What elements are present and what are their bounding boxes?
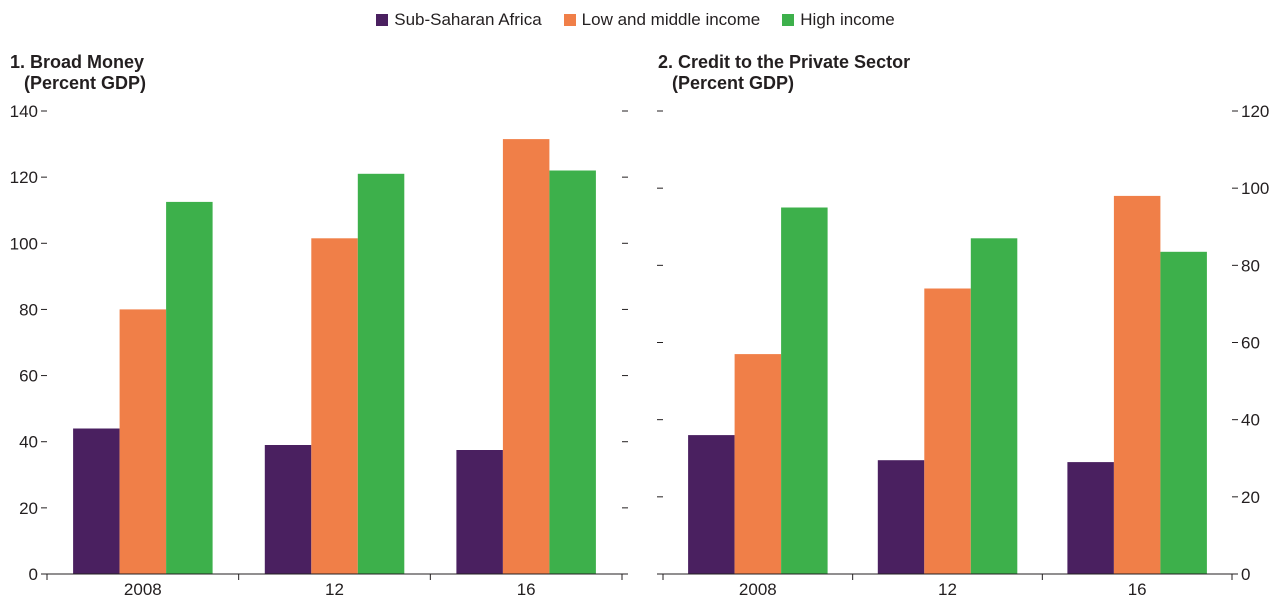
- bar-panel2-sub-saharan-africa-12: [877, 460, 925, 574]
- legend-item: Sub-Saharan Africa: [376, 10, 542, 30]
- x-tick-label: 12: [325, 580, 344, 599]
- panel-2-title: 2. Credit to the Private Sector (Percent…: [658, 52, 910, 94]
- bar-panel1-low-and-middle-income-12: [311, 238, 358, 575]
- bar-panel1-high-income-2008: [166, 201, 213, 574]
- panel-1-subtitle: (Percent GDP): [24, 73, 147, 93]
- y-tick-label: 40: [19, 433, 38, 452]
- y-tick-label: 20: [1241, 488, 1260, 507]
- x-tick-label: 2008: [739, 580, 777, 599]
- bar-panel1-high-income-16: [549, 170, 596, 574]
- bar-panel1-sub-saharan-africa-12: [264, 445, 312, 574]
- y-tick-label: 140: [10, 102, 38, 121]
- y-tick-label: 40: [1241, 411, 1260, 430]
- y-tick-label: 120: [1241, 102, 1269, 121]
- x-tick-label: 16: [517, 580, 536, 599]
- bar-panel2-low-and-middle-income-16: [1113, 195, 1161, 574]
- y-tick-label: 60: [1241, 334, 1260, 353]
- y-tick-label: 100: [1241, 179, 1269, 198]
- legend-item: Low and middle income: [563, 10, 761, 30]
- bar-panel2-high-income-12: [970, 238, 1018, 575]
- bar-panel2-low-and-middle-income-2008: [734, 354, 782, 574]
- legend-item: High income: [782, 10, 895, 30]
- bar-panel2-sub-saharan-africa-2008: [688, 435, 735, 574]
- x-tick-label: 12: [938, 580, 957, 599]
- bar-panel2-high-income-2008: [781, 207, 828, 574]
- x-tick-label: 16: [1128, 580, 1147, 599]
- y-tick-label: 20: [19, 499, 38, 518]
- bar-panel1-low-and-middle-income-2008: [119, 309, 167, 574]
- legend-label: High income: [800, 10, 895, 29]
- x-tick-label: 2008: [124, 580, 162, 599]
- y-tick-label: 0: [1241, 565, 1250, 584]
- y-tick-label: 120: [10, 168, 38, 187]
- bar-panel2-sub-saharan-africa-16: [1067, 462, 1114, 574]
- y-tick-label: 100: [10, 234, 38, 253]
- bar-panel1-sub-saharan-africa-16: [456, 450, 503, 574]
- y-tick-label: 80: [19, 300, 38, 319]
- legend-label: Sub-Saharan Africa: [394, 10, 542, 29]
- panel-2-subtitle: (Percent GDP): [672, 73, 795, 93]
- legend-swatch: [782, 14, 795, 26]
- panel-1-title-text: 1. Broad Money: [10, 52, 145, 72]
- panel-1-title: 1. Broad Money (Percent GDP): [10, 52, 146, 94]
- legend-swatch: [563, 14, 576, 26]
- legend: Sub-Saharan Africa Low and middle income H…: [0, 7, 1271, 33]
- bar-panel2-low-and-middle-income-12: [924, 288, 971, 574]
- panel-2-title-text: 2. Credit to the Private Sector: [658, 52, 911, 72]
- bar-panel2-high-income-16: [1160, 251, 1207, 575]
- y-tick-label: 60: [19, 367, 38, 386]
- y-tick-label: 0: [29, 565, 38, 584]
- y-tick-label: 80: [1241, 256, 1260, 275]
- legend-label: Low and middle income: [581, 10, 761, 29]
- legend-swatch: [376, 14, 389, 26]
- bar-panel1-low-and-middle-income-16: [502, 139, 550, 574]
- bar-panel1-high-income-12: [357, 173, 405, 575]
- bar-panel1-sub-saharan-africa-2008: [73, 428, 120, 574]
